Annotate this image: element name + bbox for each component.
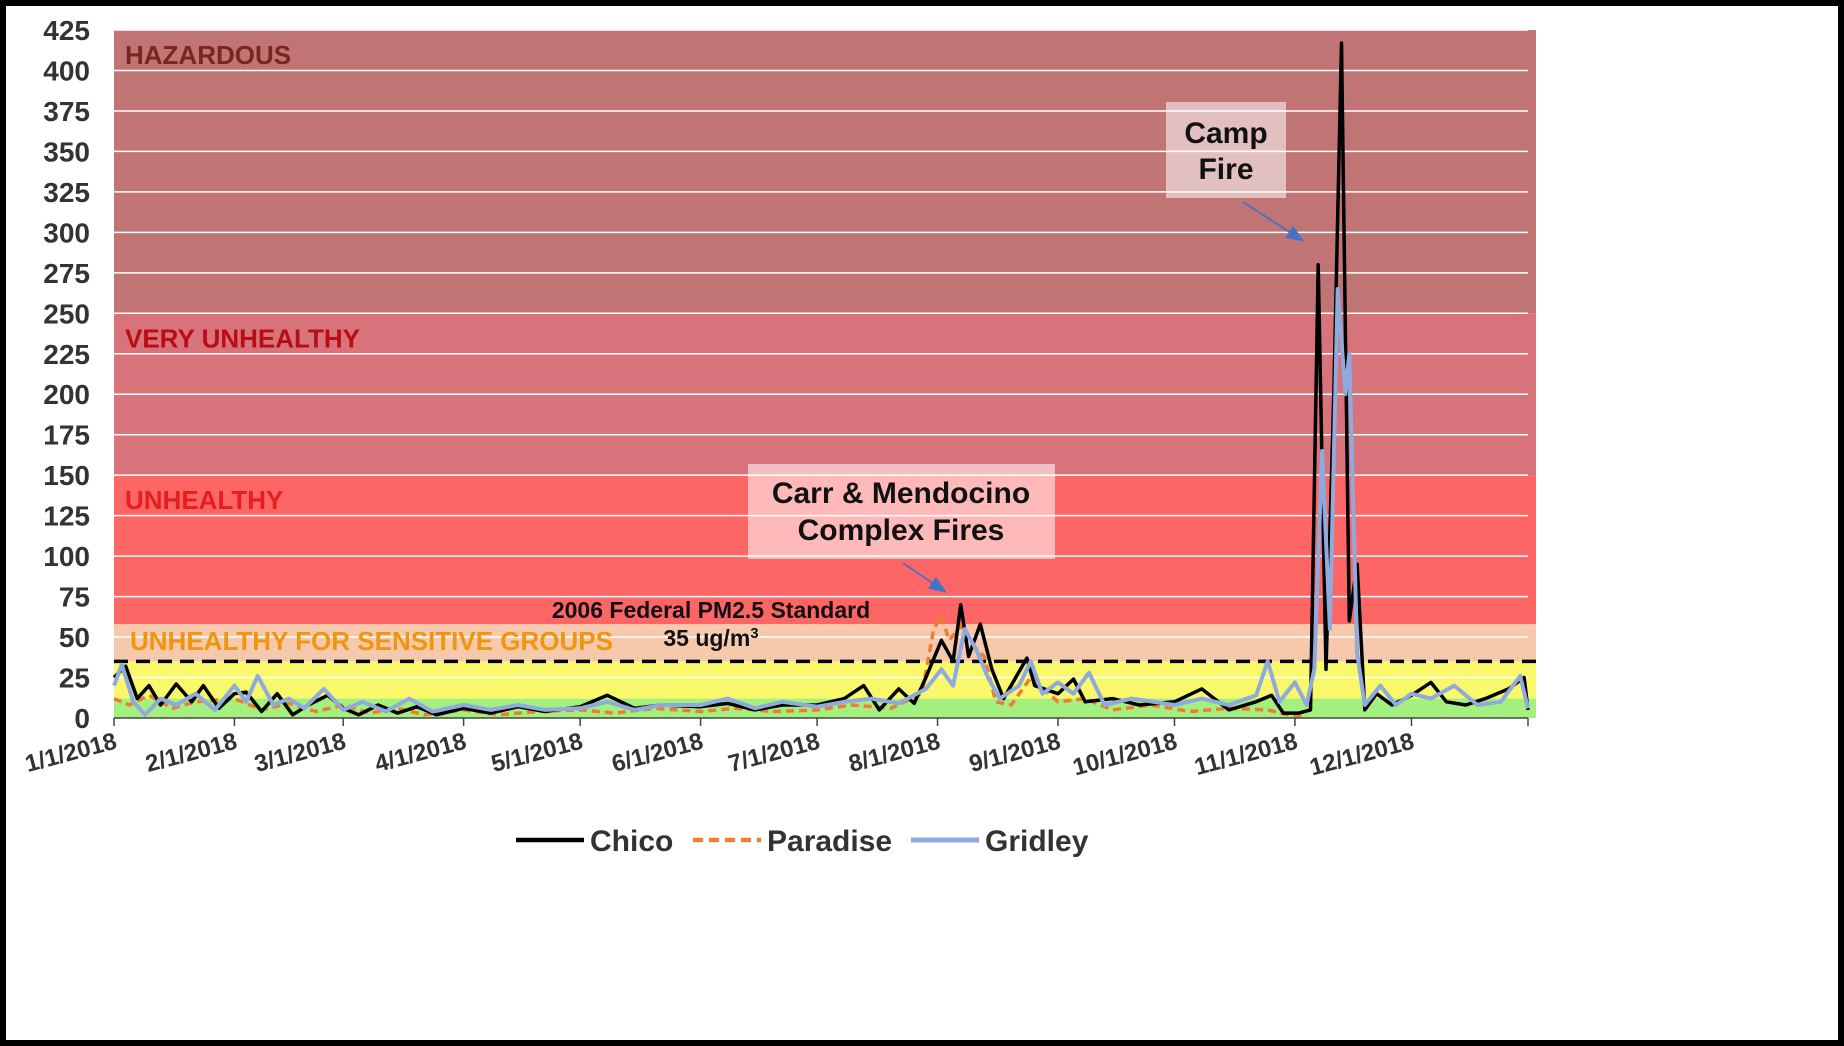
- y-tick-label: 200: [43, 379, 90, 410]
- y-tick-label: 225: [43, 339, 90, 370]
- legend-label-chico: Chico: [590, 825, 673, 858]
- y-tick-label: 150: [43, 460, 90, 491]
- x-tick-label: 7/1/2018: [725, 728, 822, 778]
- legend-label-gridley: Gridley: [985, 825, 1089, 858]
- annotation-box-carr-mendocino-complex-fires: [748, 464, 1055, 559]
- annotation-arrow-carr-mendocino-complex-fires: [902, 562, 947, 593]
- series-line-paradise: [113, 614, 1307, 719]
- y-tick-label: 75: [59, 582, 90, 613]
- annotation-text-camp-fire-0: Camp: [1184, 117, 1267, 150]
- y-tick-label: 250: [43, 298, 90, 329]
- annotation-arrow-camp-fire: [1242, 201, 1305, 242]
- zone-band-2: [114, 624, 1536, 662]
- y-tick-label: 350: [43, 136, 90, 167]
- annotation-text-camp-fire-1: Fire: [1198, 153, 1253, 186]
- x-tick-label: 5/1/2018: [488, 728, 585, 778]
- y-tick-label: 175: [43, 420, 90, 451]
- x-tick-label: 3/1/2018: [252, 728, 349, 778]
- annotation-text-carr-mendocino-complex-fires-0: Carr & Mendocino: [772, 477, 1030, 510]
- y-tick-label: 0: [74, 703, 90, 734]
- zone-label-very-unhealthy: VERY UNHEALTHY: [125, 323, 360, 353]
- chart-svg: UNHEALTHY FOR SENSITIVE GROUPS UNHEALTHY V…: [22, 15, 1536, 858]
- x-tick-label: 12/1/2018: [1307, 728, 1417, 782]
- gridlines: [114, 29, 1528, 679]
- y-tick-label: 50: [59, 622, 90, 653]
- y-tick-label: 275: [43, 258, 90, 289]
- annotation-box-camp-fire: [1166, 102, 1286, 198]
- y-tick-label: 25: [59, 663, 90, 694]
- x-tick-label: 10/1/2018: [1070, 728, 1180, 782]
- y-tick-label: 400: [43, 55, 90, 86]
- series-line-gridley: [112, 287, 1530, 717]
- zone-band-5: [114, 30, 1536, 314]
- annotation-text-carr-mendocino-complex-fires-1: Complex Fires: [798, 514, 1005, 547]
- y-tick-label: 100: [43, 541, 90, 572]
- series-lines: [112, 41, 1530, 719]
- zone-label-unhealthy: UNHEALTHY: [125, 485, 283, 515]
- standard-value-label: 35 ug/m3: [663, 625, 758, 651]
- x-tick-label: 1/1/2018: [22, 728, 119, 778]
- legend: Chico Paradise Gridley: [516, 825, 1089, 858]
- legend-label-paradise: Paradise: [767, 825, 892, 858]
- x-tick-label: 9/1/2018: [966, 728, 1063, 778]
- y-tick-label: 325: [43, 177, 90, 208]
- standard-label: 2006 Federal PM2.5 Standard: [552, 597, 870, 623]
- x-tick-label: 2/1/2018: [143, 728, 240, 778]
- x-tick-label: 4/1/2018: [372, 728, 469, 778]
- x-tick-label: 8/1/2018: [846, 728, 943, 778]
- y-tick-label: 125: [43, 501, 90, 532]
- zone-labels: UNHEALTHY FOR SENSITIVE GROUPS UNHEALTHY V…: [125, 40, 613, 656]
- zone-label-hazardous: HAZARDOUS: [125, 40, 291, 70]
- x-tick-label: 6/1/2018: [609, 728, 706, 778]
- x-tick-label: 11/1/2018: [1192, 728, 1301, 781]
- y-tick-label: 375: [43, 96, 90, 127]
- y-tick-label: 425: [43, 15, 90, 46]
- zone-label-unhealthy-for-sensitive-groups: UNHEALTHY FOR SENSITIVE GROUPS: [130, 626, 613, 656]
- y-tick-label: 300: [43, 217, 90, 248]
